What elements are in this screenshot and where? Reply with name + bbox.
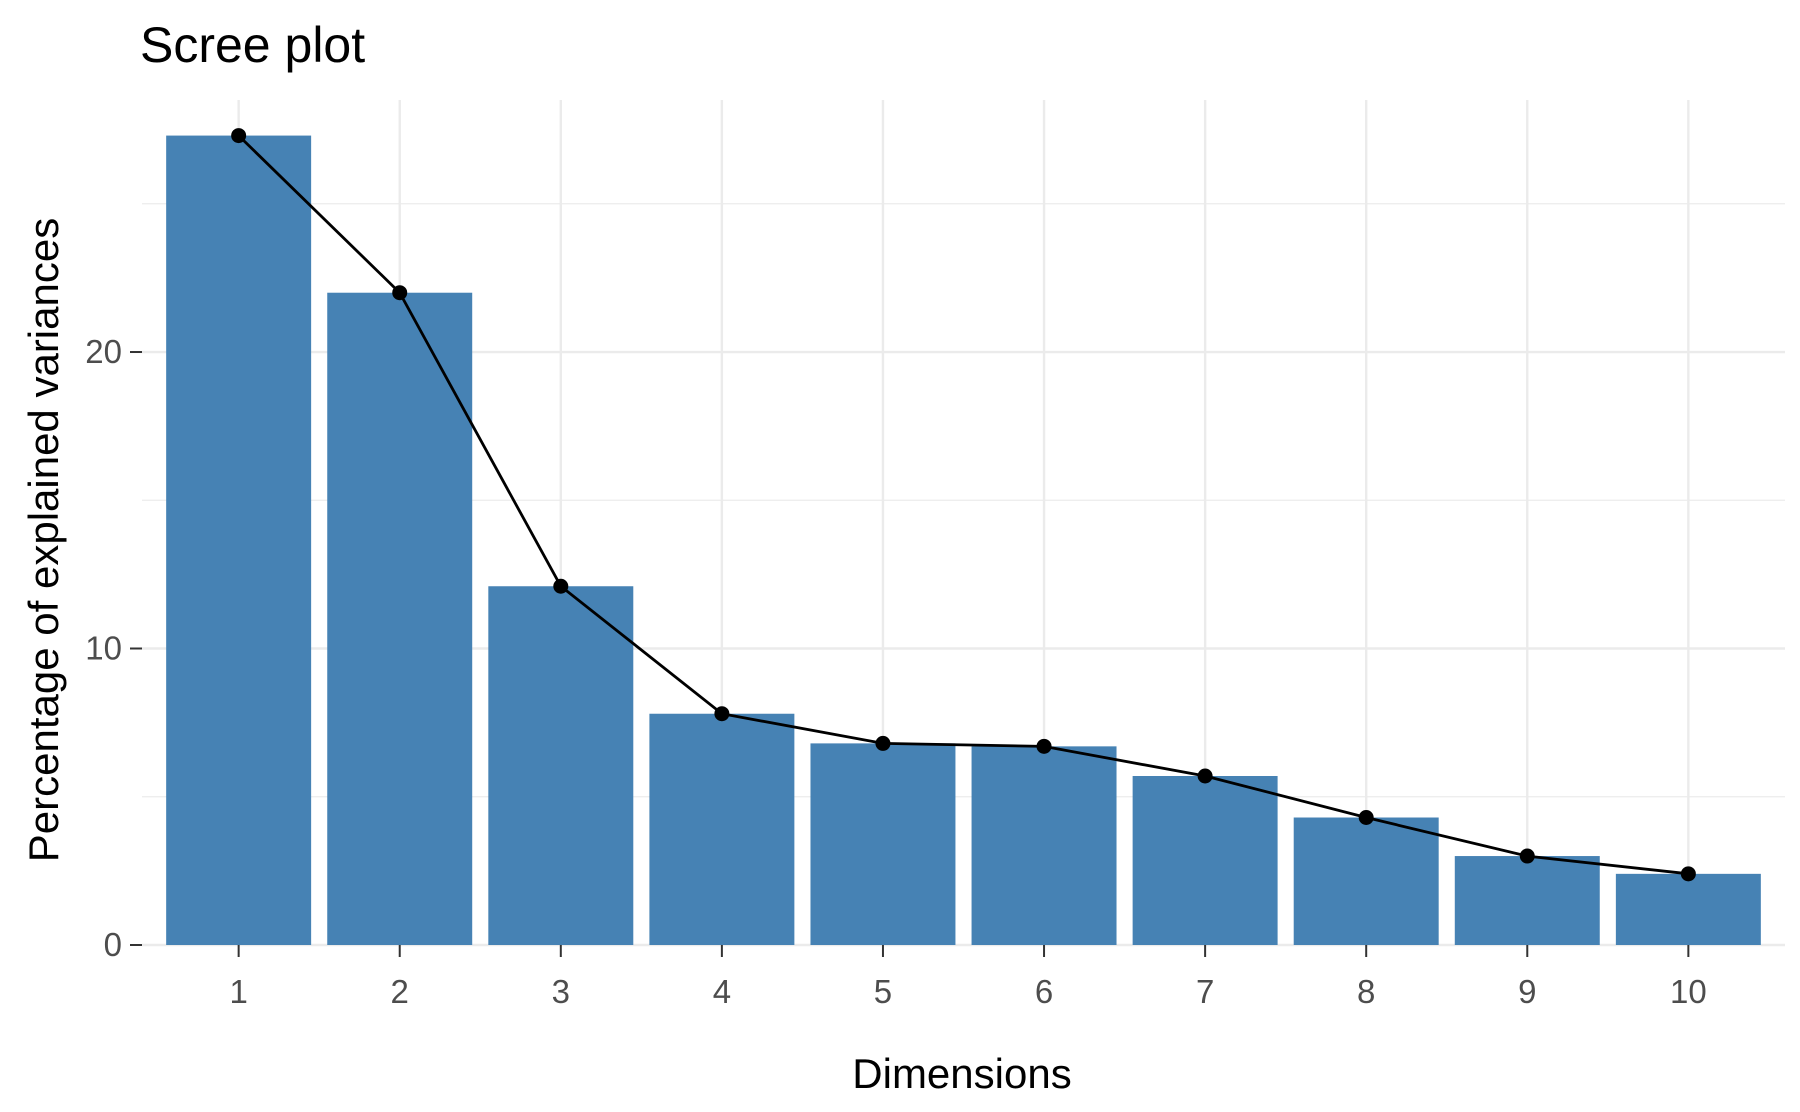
x-tick-label: 6	[1035, 973, 1053, 1010]
point-9	[1519, 848, 1535, 864]
bar-9	[1454, 856, 1600, 945]
x-axis-title: Dimensions	[852, 1050, 1071, 1097]
point-7	[1197, 768, 1213, 784]
scree-points	[231, 128, 1696, 882]
point-3	[553, 578, 569, 594]
y-tick-label: 10	[85, 630, 122, 667]
x-tick-label: 1	[229, 973, 247, 1010]
bar-8	[1293, 817, 1439, 945]
x-tick-label: 10	[1670, 973, 1707, 1010]
point-1	[231, 128, 247, 144]
point-6	[1036, 738, 1052, 754]
bar-7	[1132, 776, 1278, 945]
bar-5	[810, 743, 956, 945]
x-tick-label: 2	[391, 973, 409, 1010]
point-5	[875, 735, 891, 751]
point-8	[1358, 810, 1374, 826]
x-tick-label: 5	[874, 973, 892, 1010]
x-tick-label: 4	[713, 973, 731, 1010]
point-10	[1680, 866, 1696, 882]
chart-title: Scree plot	[140, 17, 365, 73]
bar-4	[649, 713, 795, 945]
bars	[166, 135, 1761, 945]
bar-10	[1615, 873, 1761, 945]
x-tick-label: 8	[1357, 973, 1375, 1010]
bar-1	[166, 135, 312, 945]
x-axis: 1 2 3 4 5 6 7 8 9 10	[229, 945, 1707, 1010]
y-axis-title: Percentage of explained variances	[20, 218, 67, 862]
point-4	[714, 706, 730, 722]
x-tick-label: 9	[1518, 973, 1536, 1010]
bar-3	[488, 586, 634, 945]
x-tick-label: 3	[552, 973, 570, 1010]
y-tick-label: 0	[104, 926, 122, 963]
scree-line	[237, 134, 1689, 876]
y-axis: 0 10 20	[85, 333, 142, 963]
y-tick-label: 20	[85, 333, 122, 370]
bar-2	[327, 292, 473, 945]
x-tick-label: 7	[1196, 973, 1214, 1010]
bar-6	[971, 746, 1117, 945]
point-2	[392, 285, 408, 301]
scree-line-group	[237, 134, 1689, 876]
